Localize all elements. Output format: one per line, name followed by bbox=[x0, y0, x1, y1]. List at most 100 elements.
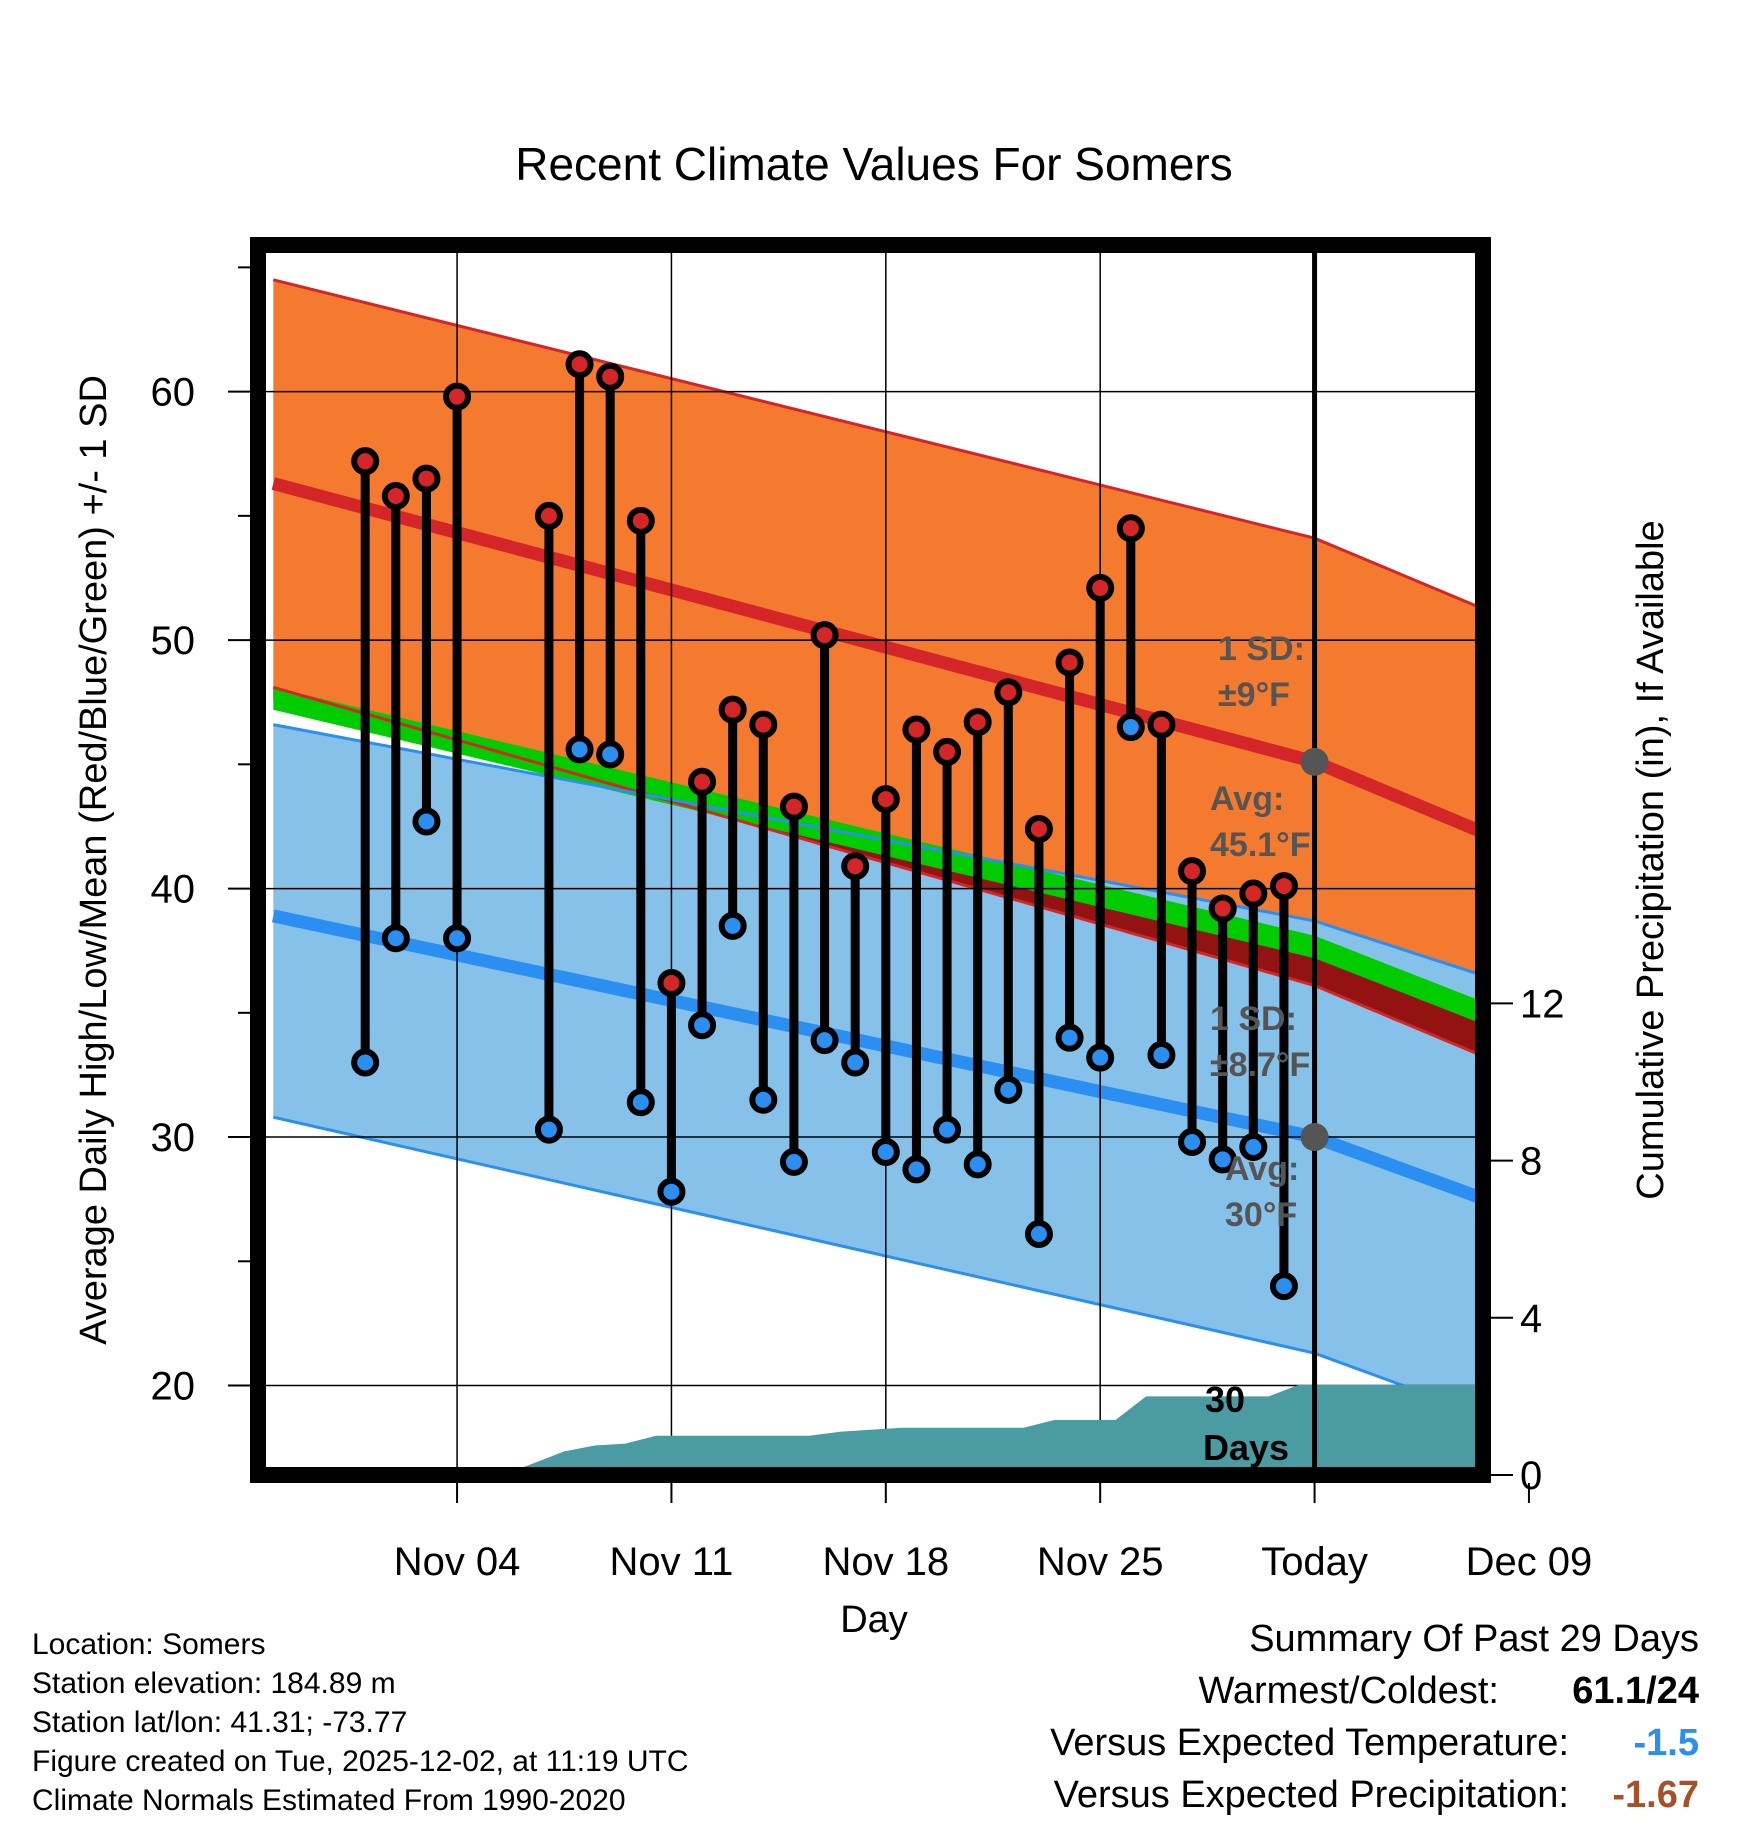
temp-label: Versus Expected Temperature: bbox=[1050, 1722, 1569, 1764]
low-dot bbox=[841, 1048, 870, 1077]
high-dot bbox=[657, 969, 686, 997]
high-dot bbox=[1208, 894, 1237, 923]
low-dot bbox=[749, 1085, 778, 1114]
warm-cold-label: Warmest/Coldest: bbox=[1198, 1670, 1499, 1712]
low-dot bbox=[657, 1177, 686, 1206]
x-axis-title: Day bbox=[840, 1599, 908, 1641]
precip-area bbox=[258, 1384, 1483, 1475]
observation-dots bbox=[351, 350, 1298, 1301]
high-dot bbox=[902, 715, 931, 744]
high-dot bbox=[1147, 710, 1176, 739]
high-dot bbox=[841, 852, 870, 881]
high-dot bbox=[933, 737, 962, 766]
y2-tick-label: 4 bbox=[1520, 1297, 1542, 1341]
x-tick-label: Nov 18 bbox=[822, 1540, 949, 1584]
low-dot bbox=[1208, 1145, 1237, 1174]
high-dot bbox=[626, 506, 655, 535]
low-dot bbox=[443, 924, 472, 953]
high-sd-value: ±9°F bbox=[1218, 676, 1290, 714]
axis-ticks: 20 30 40 50 60 0 4 8 12 Nov 04 Nov 11 Nov 18 Nov 25 T… bbox=[151, 266, 1592, 1584]
low-dot bbox=[779, 1147, 808, 1176]
chart-title: Recent Climate Values For Somers bbox=[515, 138, 1233, 190]
low-dot bbox=[596, 740, 625, 769]
high-dot bbox=[381, 481, 410, 510]
low-dot bbox=[902, 1155, 931, 1184]
high-dot bbox=[994, 678, 1023, 707]
high-dot bbox=[871, 785, 900, 814]
high-dot bbox=[749, 710, 778, 739]
days-count: 30 bbox=[1205, 1379, 1245, 1420]
high-dot bbox=[1055, 648, 1084, 677]
high-avg-title: Avg: bbox=[1210, 780, 1284, 818]
high-dot bbox=[1024, 814, 1053, 843]
precipitation-area bbox=[258, 1384, 1483, 1475]
low-dot bbox=[810, 1026, 839, 1055]
plot-frame bbox=[250, 237, 1491, 1483]
low-dot bbox=[871, 1137, 900, 1166]
high-dot bbox=[534, 501, 563, 530]
low-dot bbox=[1269, 1272, 1298, 1301]
y2-tick-label: 8 bbox=[1520, 1140, 1542, 1184]
y-tick-label: 30 bbox=[151, 1116, 196, 1160]
high-dot bbox=[565, 350, 594, 379]
created-text: Figure created on Tue, 2025-12-02, at 11… bbox=[32, 1745, 689, 1778]
high-dot bbox=[443, 382, 472, 411]
high-dot bbox=[1239, 879, 1268, 908]
annotations: 1 SD: ±9°F Avg: 45.1°F 1 SD: ±8.7°F Avg:… bbox=[1203, 630, 1311, 1468]
y2-axis-title: Cumulative Precipitation (in), If Availa… bbox=[1630, 520, 1672, 1199]
precip-value: -1.67 bbox=[1612, 1774, 1699, 1816]
y-tick-label: 50 bbox=[151, 619, 196, 663]
high-dot bbox=[1086, 573, 1115, 602]
high-sd-title: 1 SD: bbox=[1218, 630, 1305, 668]
low-dot bbox=[534, 1115, 563, 1144]
high-avg-value: 45.1°F bbox=[1210, 826, 1311, 864]
high-dot bbox=[810, 621, 839, 650]
low-dot bbox=[1024, 1219, 1053, 1248]
elevation-text: Station elevation: 184.89 m bbox=[32, 1667, 396, 1700]
low-sd-title: 1 SD: bbox=[1210, 1000, 1297, 1038]
low-dot bbox=[994, 1075, 1023, 1104]
x-tick-label: Nov 25 bbox=[1037, 1540, 1164, 1584]
low-dot bbox=[1055, 1023, 1084, 1052]
today-marker bbox=[1300, 245, 1329, 1475]
low-dot bbox=[933, 1115, 962, 1144]
low-dot bbox=[963, 1150, 992, 1179]
low-dot bbox=[1116, 713, 1145, 742]
station-info: Location: Somers Station elevation: 184.… bbox=[32, 1625, 689, 1820]
low-dot bbox=[1147, 1041, 1176, 1070]
high-dot bbox=[1116, 514, 1145, 543]
y2-tick-label: 0 bbox=[1520, 1454, 1542, 1498]
summary-title: Summary Of Past 29 Days bbox=[1249, 1618, 1699, 1660]
today-high-avg-marker bbox=[1300, 747, 1329, 776]
high-dot bbox=[779, 792, 808, 821]
low-dot bbox=[1086, 1043, 1115, 1072]
low-avg-value: 30°F bbox=[1225, 1196, 1297, 1234]
high-dot bbox=[412, 464, 441, 493]
high-dot bbox=[718, 695, 747, 724]
mean-band bbox=[273, 687, 1483, 1025]
y-tick-label: 60 bbox=[151, 371, 196, 415]
x-tick-label: Today bbox=[1261, 1540, 1368, 1584]
high-dot bbox=[963, 708, 992, 737]
latlon-text: Station lat/lon: 41.31; -73.77 bbox=[32, 1706, 408, 1739]
low-dot bbox=[688, 1011, 717, 1040]
days-word: Days bbox=[1203, 1427, 1289, 1468]
high-dot bbox=[596, 362, 625, 391]
y-tick-label: 20 bbox=[151, 1365, 196, 1409]
x-tick-label: Nov 11 bbox=[610, 1540, 734, 1584]
today-low-avg-marker bbox=[1300, 1123, 1329, 1152]
location-text: Location: Somers bbox=[32, 1628, 266, 1661]
normals-text: Climate Normals Estimated From 1990-2020 bbox=[32, 1784, 626, 1817]
summary-panel: Summary Of Past 29 Days Warmest/Coldest:… bbox=[799, 1618, 1699, 1826]
low-sd-value: ±8.7°F bbox=[1210, 1046, 1310, 1084]
temp-value: -1.5 bbox=[1633, 1722, 1699, 1764]
low-avg-title: Avg: bbox=[1225, 1150, 1299, 1188]
observation-stems bbox=[360, 364, 1289, 1287]
low-dot bbox=[626, 1088, 655, 1117]
precip-label: Versus Expected Precipitation: bbox=[1053, 1774, 1569, 1816]
low-dot bbox=[351, 1048, 380, 1077]
low-dot bbox=[565, 735, 594, 764]
warm-cold-value: 61.1/24 bbox=[1572, 1670, 1699, 1712]
y2-tick-label: 12 bbox=[1520, 982, 1565, 1026]
